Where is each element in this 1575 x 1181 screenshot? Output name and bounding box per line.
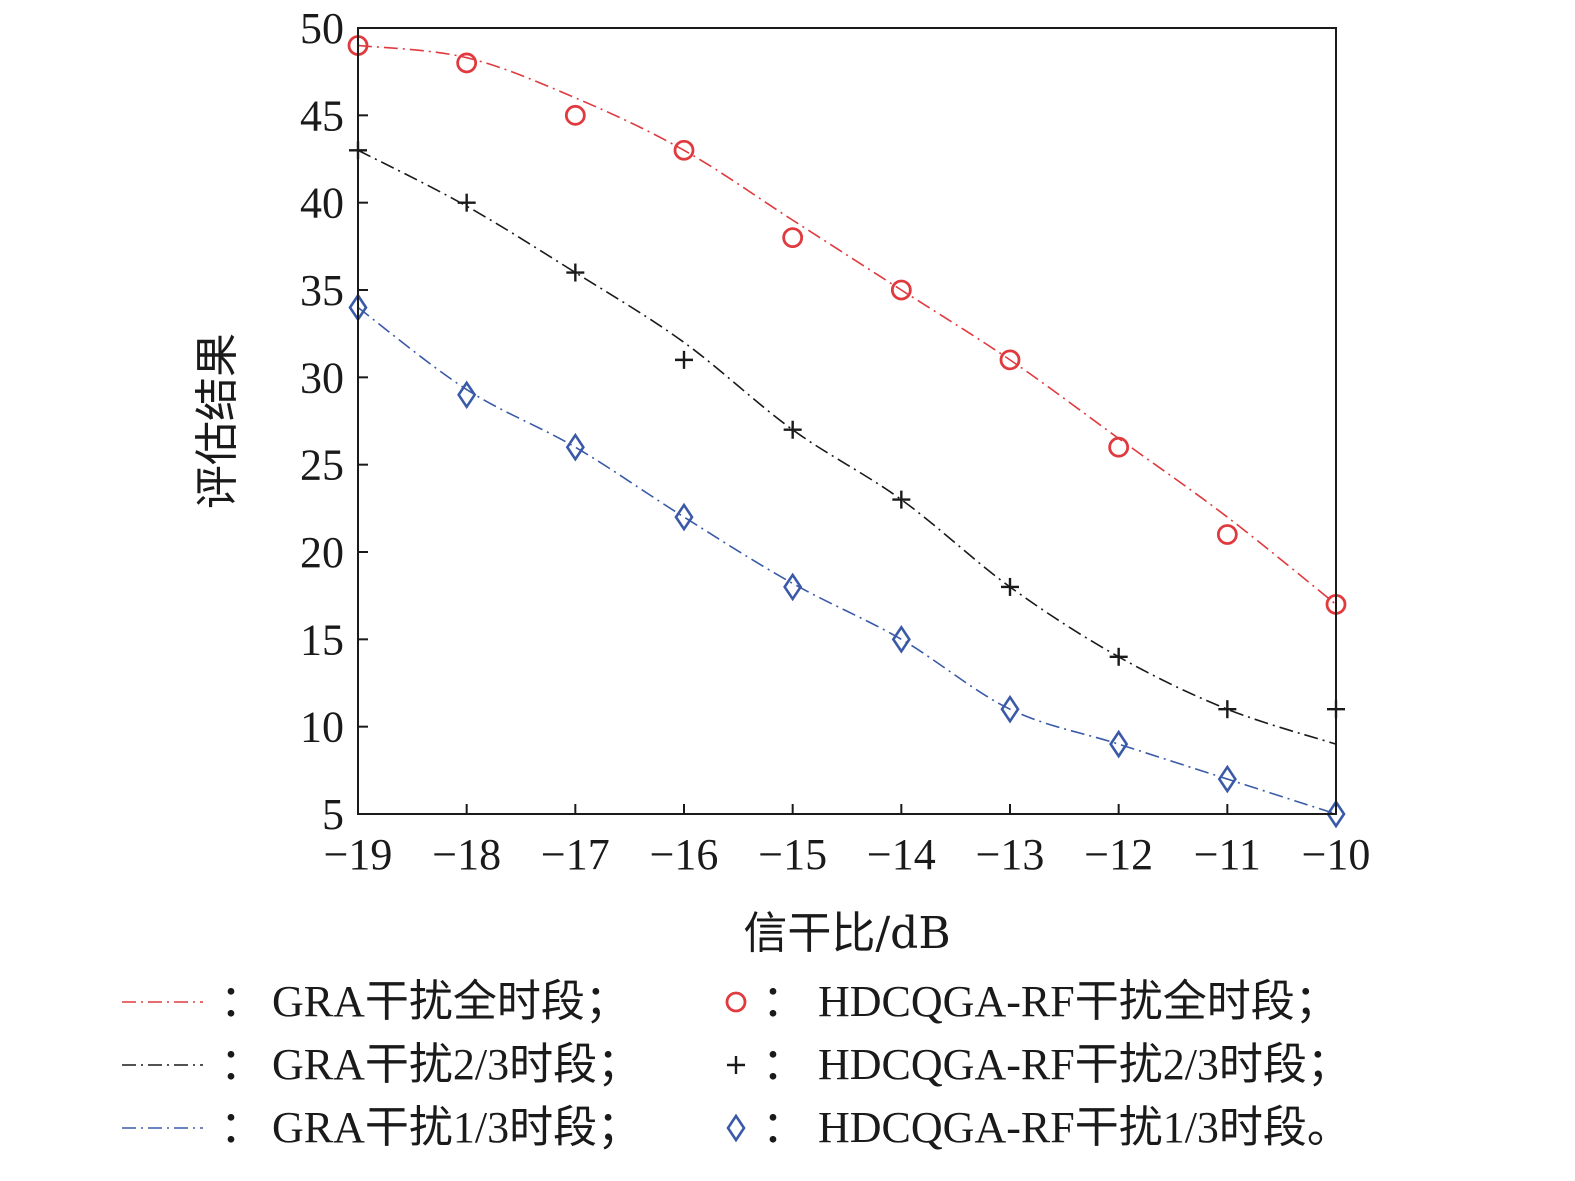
y-tick-label: 40 — [300, 179, 344, 228]
y-tick-label: 35 — [300, 266, 344, 315]
legend-separator: ： — [220, 1040, 264, 1089]
x-tick-label: −15 — [758, 830, 827, 879]
y-tick-label: 10 — [300, 703, 344, 752]
y-tick-label: 5 — [322, 790, 344, 839]
legend-marker-swatch-0 — [725, 991, 747, 1013]
series-3-point-8 — [1218, 700, 1237, 719]
series-1-point-5 — [890, 279, 912, 301]
series-3-point-2 — [566, 263, 585, 282]
series-5-point-9 — [1326, 799, 1346, 829]
series-1-point-2 — [564, 104, 586, 126]
legend-entry-right-0: HDCQGA-RF干扰全时段； — [818, 977, 1339, 1026]
series-5-point-2 — [565, 432, 585, 462]
series-1-point-4 — [782, 227, 804, 249]
series-3-point-5 — [892, 490, 911, 509]
legend-entry-left-2: GRA干扰1/3时段； — [272, 1103, 641, 1152]
series-3-point-7 — [1109, 647, 1128, 666]
series-line-0 — [357, 44, 1337, 606]
series-1-point-3 — [673, 139, 695, 161]
x-tick-label: −10 — [1302, 830, 1371, 879]
series-5-point-7 — [1109, 729, 1129, 759]
y-tick-label: 20 — [300, 528, 344, 577]
series-5-point-4 — [783, 572, 803, 602]
y-tick-label: 25 — [300, 441, 344, 490]
y-tick-label: 50 — [300, 4, 344, 53]
x-tick-label: −11 — [1194, 830, 1261, 879]
legend-marker-swatch-1 — [727, 1056, 745, 1074]
x-tick-label: −12 — [1084, 830, 1153, 879]
series-1-point-6 — [999, 349, 1021, 371]
y-tick-label: 45 — [300, 91, 344, 140]
series-1-point-7 — [1108, 436, 1130, 458]
x-tick-label: −16 — [650, 830, 719, 879]
series-5-point-3 — [674, 502, 694, 532]
legend-marker-swatch-2 — [726, 1113, 746, 1143]
series-1-point-1 — [456, 52, 478, 74]
legend-separator: ： — [762, 977, 806, 1026]
legend: ： GRA干扰全时段；： HDCQGA-RF干扰全时段；： GRA干扰2/3时段；： H… — [122, 977, 1351, 1152]
x-tick-label: −19 — [324, 830, 393, 879]
legend-separator: ： — [762, 1103, 806, 1152]
series-5-point-8 — [1217, 764, 1237, 794]
series-line-2 — [357, 149, 1337, 745]
y-tick-label: 30 — [300, 353, 344, 402]
series-3-point-3 — [675, 350, 693, 369]
x-axis-title: 信干比/dB — [743, 908, 950, 959]
legend-separator: ： — [220, 977, 264, 1026]
axis-ticks — [357, 27, 1337, 815]
legend-separator: ： — [220, 1103, 264, 1152]
series-5-point-5 — [891, 624, 911, 654]
series-3-point-1 — [457, 193, 476, 212]
series-3-point-4 — [783, 420, 802, 439]
y-tick-label: 15 — [300, 615, 344, 664]
x-tick-label: −18 — [432, 830, 501, 879]
axis-tick-labels: 5 10 15 20 25 30 35 40 45 50 −19 −18 −17 −16 −15 −14 −13… — [300, 4, 1370, 879]
series-5-point-1 — [457, 380, 477, 410]
series-5-point-6 — [1000, 694, 1020, 724]
legend-entry-left-0: GRA干扰全时段； — [272, 977, 629, 1026]
plot-area-frame — [357, 27, 1337, 815]
series-markers — [347, 35, 1347, 829]
legend-separator: ： — [762, 1040, 806, 1089]
series-lines — [357, 44, 1337, 815]
series-line-4 — [357, 306, 1337, 815]
x-tick-label: −14 — [867, 830, 936, 879]
x-tick-label: −13 — [976, 830, 1045, 879]
y-axis-title: 评估结果 — [192, 333, 243, 509]
legend-entry-right-2: HDCQGA-RF干扰1/3时段。 — [818, 1103, 1351, 1152]
series-3-point-6 — [1001, 577, 1019, 596]
legend-entry-left-1: GRA干扰2/3时段； — [272, 1040, 641, 1089]
series-1-point-8 — [1216, 524, 1238, 545]
x-tick-label: −17 — [541, 830, 610, 879]
legend-entry-right-1: HDCQGA-RF干扰2/3时段； — [818, 1040, 1351, 1089]
